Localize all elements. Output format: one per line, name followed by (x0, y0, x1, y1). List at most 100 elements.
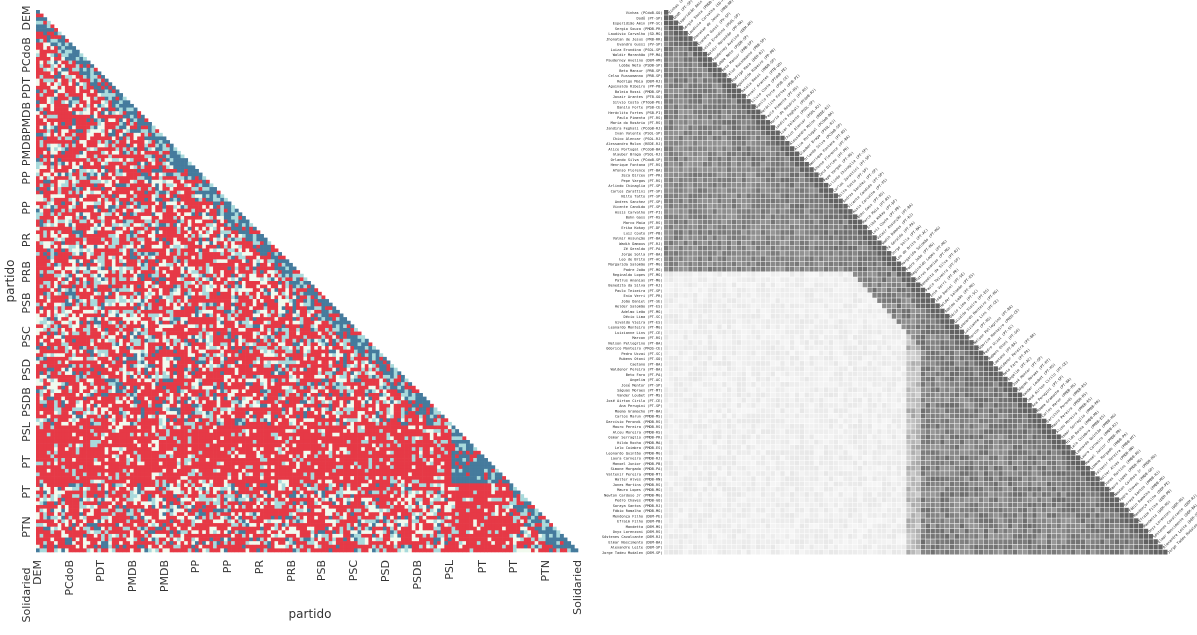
heatmap-cell (260, 277, 264, 282)
heatmap-cell (126, 165, 131, 170)
heatmap-cell (104, 259, 109, 264)
heatmap-cell (198, 273, 203, 278)
heatmap-cell (90, 78, 95, 83)
heatmap-cell (61, 67, 66, 72)
heatmap-cell (54, 71, 58, 76)
heatmap-cell (61, 306, 66, 311)
heatmap-cell (101, 252, 105, 256)
heatmap-cell (155, 295, 160, 300)
heatmap-cell (36, 10, 40, 14)
heatmap-cell (292, 331, 297, 336)
heatmap-cell (263, 241, 268, 246)
heatmap-cell (158, 335, 163, 340)
heatmap-cell (108, 320, 113, 325)
heatmap-cell (64, 353, 69, 358)
heatmap-cell (187, 313, 192, 318)
heatmap-cell (151, 356, 156, 361)
heatmap-cell (64, 46, 69, 51)
heatmap-cell (72, 194, 77, 199)
heatmap-cell (115, 107, 120, 112)
heatmap-cell (176, 201, 181, 206)
heatmap-cell (39, 356, 44, 361)
heatmap-cell (140, 140, 145, 144)
heatmap-cell (307, 324, 311, 329)
heatmap-cell (97, 346, 102, 350)
heatmap-cell (285, 291, 290, 296)
heatmap-cell (158, 342, 163, 347)
heatmap-cell (140, 288, 145, 293)
heatmap-cell (137, 147, 142, 152)
heatmap-cell (173, 299, 178, 303)
heatmap-cell (90, 161, 95, 166)
heatmap-cell (61, 85, 66, 90)
heatmap-cell (90, 208, 95, 213)
heatmap-cell (64, 234, 69, 238)
heatmap-cell (108, 302, 113, 307)
heatmap-cell (140, 230, 145, 235)
heatmap-cell (155, 331, 160, 336)
heatmap-cell (111, 259, 116, 264)
heatmap-cell (101, 183, 105, 188)
heatmap-cell (166, 277, 170, 282)
heatmap-cell (317, 342, 322, 347)
heatmap-cell (332, 320, 337, 325)
heatmap-cell (227, 324, 232, 329)
heatmap-cell (270, 327, 275, 332)
heatmap-cell (223, 295, 228, 300)
heatmap-cell (169, 331, 174, 336)
heatmap-cell (137, 197, 142, 202)
heatmap-cell (213, 288, 217, 293)
heatmap-cell (79, 165, 84, 170)
heatmap-cell (140, 320, 145, 325)
heatmap-cell (162, 212, 167, 217)
heatmap-cell (151, 273, 156, 278)
heatmap-cell (115, 353, 120, 358)
heatmap-cell (82, 223, 87, 228)
heatmap-cell (68, 349, 73, 354)
heatmap-cell (61, 78, 66, 83)
heatmap-cell (57, 320, 62, 325)
heatmap-cell (209, 226, 214, 231)
heatmap-cell (184, 226, 189, 231)
heatmap-cell (133, 367, 138, 372)
heatmap-cell (162, 317, 167, 322)
heatmap-cell (194, 262, 199, 267)
heatmap-cell (126, 150, 131, 155)
heatmap-cell (115, 118, 120, 123)
heatmap-cell (72, 313, 77, 318)
heatmap-cell (303, 346, 308, 350)
heatmap-cell (39, 93, 44, 98)
heatmap-cell (281, 295, 286, 300)
heatmap-cell (36, 241, 40, 246)
heatmap-cell (140, 270, 145, 275)
heatmap-cell (36, 306, 40, 311)
heatmap-cell (187, 223, 192, 228)
heatmap-cell (86, 147, 91, 152)
heatmap-cell (111, 270, 116, 275)
heatmap-cell (54, 82, 58, 87)
heatmap-cell (353, 356, 358, 361)
heatmap-cell (39, 60, 44, 65)
heatmap-cell (270, 313, 275, 318)
heatmap-cell (39, 320, 44, 325)
heatmap-cell (292, 284, 297, 289)
heatmap-cell (54, 67, 58, 72)
heatmap-cell (166, 273, 170, 278)
heatmap-cell (122, 136, 127, 141)
heatmap-cell (75, 64, 80, 69)
heatmap-cell (267, 270, 272, 275)
heatmap-cell (223, 317, 228, 322)
heatmap-cell (256, 306, 261, 311)
heatmap-cell (57, 75, 62, 79)
heatmap-cell (82, 161, 87, 166)
heatmap-cell (180, 299, 185, 303)
heatmap-cell (310, 306, 315, 311)
heatmap-cell (241, 317, 246, 322)
heatmap-cell (158, 317, 163, 322)
heatmap-cell (158, 158, 163, 163)
heatmap-cell (292, 346, 297, 350)
heatmap-cell (36, 226, 40, 231)
heatmap-cell (184, 179, 189, 184)
heatmap-cell (151, 179, 156, 184)
heatmap-cell (54, 259, 58, 264)
